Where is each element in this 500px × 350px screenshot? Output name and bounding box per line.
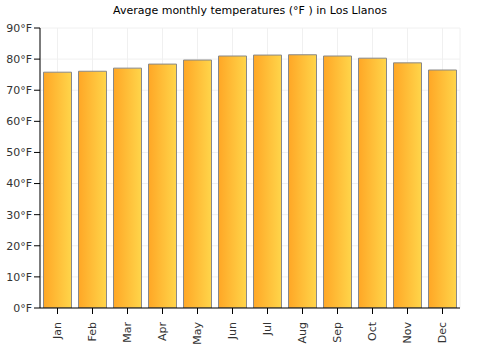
svg-text:Aug: Aug bbox=[296, 322, 309, 343]
svg-text:70°F: 70°F bbox=[8, 84, 32, 97]
html-text:Average monthly temperatures (: Average monthly temperatures (°F ) in Lo… bbox=[113, 4, 387, 17]
svg-text:20°F: 20°F bbox=[8, 240, 32, 253]
svg-text:Mar: Mar bbox=[121, 322, 134, 343]
svg-text:80°F: 80°F bbox=[8, 53, 32, 66]
svg-text:30°F: 30°F bbox=[8, 209, 32, 222]
svg-text:Jan: Jan bbox=[51, 322, 64, 340]
svg-text:90°F: 90°F bbox=[8, 22, 32, 35]
svg-text:Dec: Dec bbox=[436, 322, 449, 343]
svg-text:Jun: Jun bbox=[226, 322, 239, 340]
svg-text:Jul: Jul bbox=[261, 322, 274, 336]
svg-text:Oct: Oct bbox=[366, 321, 379, 341]
svg-text:May: May bbox=[191, 322, 204, 345]
svg-text:40°F: 40°F bbox=[8, 177, 32, 190]
svg-text:60°F: 60°F bbox=[8, 115, 32, 128]
svg-text:Sep: Sep bbox=[331, 322, 344, 343]
svg-text:Nov: Nov bbox=[401, 322, 414, 344]
svg-text:Apr: Apr bbox=[156, 322, 169, 342]
svg-text:10°F: 10°F bbox=[8, 271, 32, 284]
svg-text:50°F: 50°F bbox=[8, 146, 32, 159]
svg-text:0°F: 0°F bbox=[13, 302, 32, 315]
svg-text:Feb: Feb bbox=[86, 322, 99, 341]
